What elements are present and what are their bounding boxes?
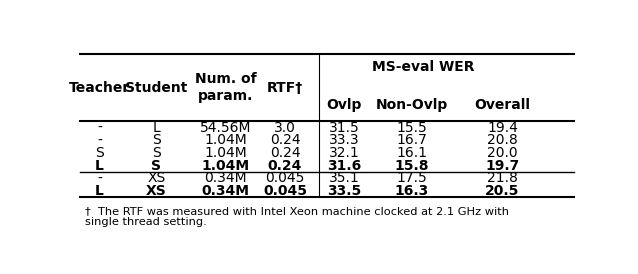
- Text: 16.3: 16.3: [395, 184, 429, 198]
- Text: 15.5: 15.5: [397, 121, 427, 135]
- Text: MS-eval WER: MS-eval WER: [372, 60, 475, 74]
- Text: L: L: [95, 184, 104, 198]
- Text: 20.5: 20.5: [486, 184, 520, 198]
- Text: 32.1: 32.1: [329, 146, 360, 160]
- Text: 33.5: 33.5: [327, 184, 361, 198]
- Text: RTF†: RTF†: [267, 81, 303, 95]
- Text: 19.4: 19.4: [487, 121, 518, 135]
- Text: 1.04M: 1.04M: [204, 146, 247, 160]
- Text: XS: XS: [147, 172, 165, 185]
- Text: 1.04M: 1.04M: [202, 159, 249, 173]
- Text: S: S: [151, 159, 161, 173]
- Text: 0.24: 0.24: [270, 133, 300, 147]
- Text: 35.1: 35.1: [329, 172, 360, 185]
- Text: 15.8: 15.8: [395, 159, 429, 173]
- Text: 0.045: 0.045: [265, 172, 304, 185]
- Text: 1.04M: 1.04M: [204, 133, 247, 147]
- Text: Ovlp: Ovlp: [327, 98, 362, 112]
- Text: S: S: [152, 146, 161, 160]
- Text: L: L: [95, 159, 104, 173]
- Text: 16.7: 16.7: [397, 133, 427, 147]
- Text: 0.34M: 0.34M: [202, 184, 249, 198]
- Text: Non-Ovlp: Non-Ovlp: [376, 98, 448, 112]
- Text: 16.1: 16.1: [397, 146, 427, 160]
- Text: 31.5: 31.5: [329, 121, 360, 135]
- Text: -: -: [97, 133, 102, 147]
- Text: Teacher: Teacher: [69, 81, 130, 95]
- Text: S: S: [95, 146, 104, 160]
- Text: 33.3: 33.3: [329, 133, 360, 147]
- Text: -: -: [97, 121, 102, 135]
- Text: 19.7: 19.7: [486, 159, 519, 173]
- Text: S: S: [152, 133, 161, 147]
- Text: 0.24: 0.24: [270, 146, 300, 160]
- Text: 0.24: 0.24: [268, 159, 302, 173]
- Text: 20.8: 20.8: [487, 133, 518, 147]
- Text: L: L: [152, 121, 160, 135]
- Text: 0.045: 0.045: [263, 184, 307, 198]
- Text: -: -: [97, 172, 102, 185]
- Text: 0.34M: 0.34M: [204, 172, 247, 185]
- Text: Overall: Overall: [475, 98, 531, 112]
- Text: 3.0: 3.0: [274, 121, 296, 135]
- Text: Student: Student: [125, 81, 188, 95]
- Text: 54.56M: 54.56M: [200, 121, 251, 135]
- Text: 20.0: 20.0: [487, 146, 518, 160]
- Text: 17.5: 17.5: [397, 172, 427, 185]
- Text: Num. of
param.: Num. of param.: [195, 72, 256, 103]
- Text: 31.6: 31.6: [327, 159, 361, 173]
- Text: XS: XS: [146, 184, 167, 198]
- Text: 21.8: 21.8: [487, 172, 518, 185]
- Text: †  The RTF was measured with Intel Xeon machine clocked at 2.1 GHz with
single t: † The RTF was measured with Intel Xeon m…: [85, 206, 508, 227]
